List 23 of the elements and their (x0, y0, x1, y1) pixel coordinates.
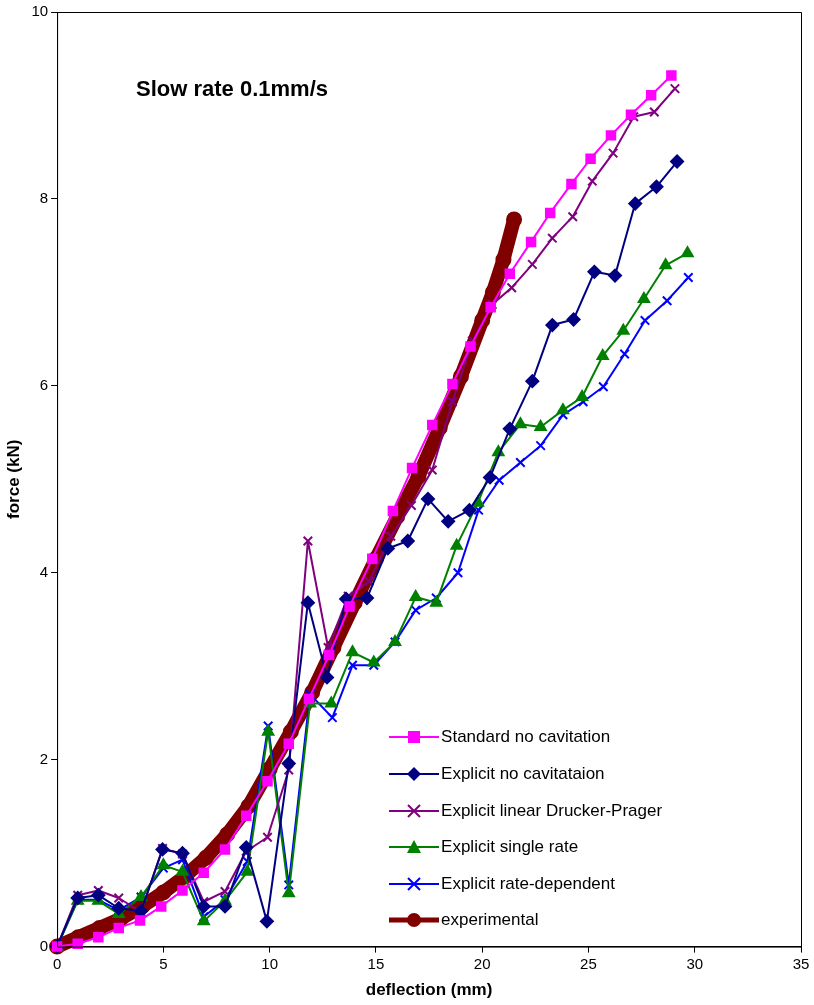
y-tick-label: 6 (39, 375, 49, 393)
y-tick-label: 0 (39, 936, 49, 954)
legend-label: Explicit single rate (441, 837, 579, 858)
annotation: Slow rate 0.1mm/s (136, 76, 328, 102)
x-tick-label: 35 (792, 954, 810, 972)
x-tick-label: 25 (580, 954, 597, 972)
legend-label: Explicit linear Drucker-Prager (441, 800, 663, 821)
x-tick-label: 5 (159, 954, 168, 972)
x-axis-title: deflection (mm) (365, 980, 493, 1000)
x-tick-label: 30 (686, 954, 704, 972)
legend-label: Explicit rate-dependent (441, 873, 615, 894)
y-tick-label: 4 (39, 562, 49, 580)
x-tick-label: 0 (52, 954, 62, 972)
legend-label: Explicit no cavitataion (441, 763, 605, 784)
x-tick-label: 20 (473, 954, 491, 972)
y-tick-label: 10 (31, 2, 49, 20)
legend-label: experimental (441, 910, 539, 931)
legend-label: Standard no cavitation (441, 727, 611, 748)
y-tick-label: 8 (39, 189, 49, 207)
y-axis-title: force (kN) (3, 439, 23, 519)
y-tick-label: 2 (39, 749, 49, 767)
x-tick-label: 15 (367, 954, 385, 972)
x-tick-label: 10 (261, 954, 278, 972)
